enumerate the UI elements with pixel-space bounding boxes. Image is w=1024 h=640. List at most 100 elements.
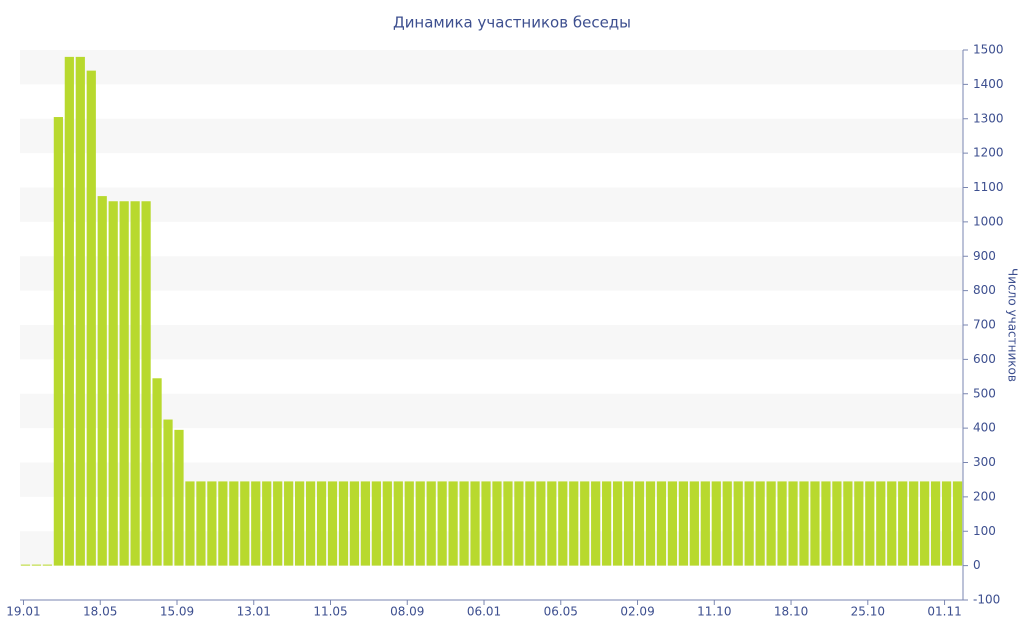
y-tick-label: 1400 (973, 77, 1004, 91)
bar (327, 481, 338, 566)
bar (602, 481, 612, 566)
bar (53, 117, 63, 566)
bar (174, 429, 184, 566)
bar (591, 481, 601, 566)
bar (371, 481, 381, 566)
bar (920, 481, 930, 566)
grid-band (20, 50, 963, 85)
bar (196, 481, 206, 566)
y-tick-label: 1000 (973, 214, 1004, 228)
x-tick-label: 08.09 (390, 605, 424, 619)
bar (404, 481, 414, 566)
bar (930, 481, 941, 566)
grid-band (20, 393, 963, 429)
bar (97, 196, 107, 566)
bar (700, 481, 710, 566)
x-tick-label: 19.01 (6, 605, 40, 619)
bar (536, 481, 546, 566)
x-tick-label: 25.10 (851, 605, 885, 619)
bar (273, 481, 283, 566)
bar (305, 481, 316, 566)
bar (952, 481, 963, 566)
bar (733, 481, 743, 566)
x-tick-label: 11.10 (697, 605, 731, 619)
x-tick-label: 06.05 (544, 605, 578, 619)
bar (75, 56, 85, 566)
bar (744, 481, 754, 566)
bar (437, 481, 447, 566)
bar (31, 564, 42, 566)
grid-band (20, 325, 963, 360)
bar (799, 481, 809, 566)
bar (623, 481, 634, 566)
bar (634, 481, 645, 566)
y-tick-label: 0 (973, 558, 981, 572)
y-tick-label: 800 (973, 283, 996, 297)
y-tick-label: 1500 (973, 43, 1004, 57)
bar (766, 481, 776, 566)
bar (777, 481, 787, 566)
bar (229, 481, 239, 566)
bar (876, 481, 886, 566)
bar (569, 481, 579, 566)
bar (941, 481, 952, 566)
x-tick-label: 18.05 (83, 605, 117, 619)
x-tick-label: 01.11 (927, 605, 961, 619)
y-tick-label: 400 (973, 421, 996, 435)
bar (656, 481, 667, 566)
bar (645, 481, 656, 566)
bar (492, 481, 502, 566)
x-tick-label: 11.05 (313, 605, 347, 619)
bar (218, 481, 228, 566)
bar (909, 481, 919, 566)
bar (810, 481, 820, 566)
x-tick-label: 18.10 (774, 605, 808, 619)
bar (448, 481, 458, 566)
y-tick-label: 100 (973, 524, 996, 538)
y-axis-label: Число участников (1006, 268, 1020, 382)
bar (108, 201, 118, 566)
bar (470, 481, 480, 566)
bar (854, 481, 864, 566)
bar (580, 481, 590, 566)
bar (426, 481, 436, 566)
bar (119, 201, 129, 566)
grid-band (20, 118, 963, 154)
bar (207, 481, 217, 566)
bar (481, 481, 491, 566)
bar (887, 481, 897, 566)
y-tick-label: 1100 (973, 180, 1004, 194)
bar (678, 481, 688, 566)
bar (393, 481, 403, 566)
bar (821, 481, 831, 566)
bar (755, 481, 765, 566)
bar (338, 481, 349, 566)
y-tick-label: 500 (973, 386, 996, 400)
x-tick-label: 02.09 (620, 605, 654, 619)
x-tick-label: 15.09 (160, 605, 194, 619)
bar (865, 481, 875, 566)
x-tick-label: 06.01 (467, 605, 501, 619)
bar (459, 481, 469, 566)
grid-band (20, 256, 963, 291)
y-tick-label: -100 (973, 593, 1000, 607)
bar (295, 481, 305, 566)
bar (349, 481, 360, 566)
x-tick-label: 13.01 (237, 605, 271, 619)
bar (360, 481, 371, 566)
y-tick-label: 600 (973, 352, 996, 366)
bar (514, 481, 524, 566)
bar (382, 481, 392, 566)
bar (415, 481, 425, 566)
y-tick-label: 1200 (973, 146, 1004, 160)
grid-band (20, 187, 963, 222)
bar (262, 481, 272, 566)
bar (240, 481, 250, 566)
bar (152, 378, 162, 566)
bar (86, 70, 96, 566)
bar (20, 564, 31, 566)
y-tick-label: 900 (973, 249, 996, 263)
chart-title: Динамика участников беседы (393, 14, 631, 32)
bar (525, 481, 535, 566)
